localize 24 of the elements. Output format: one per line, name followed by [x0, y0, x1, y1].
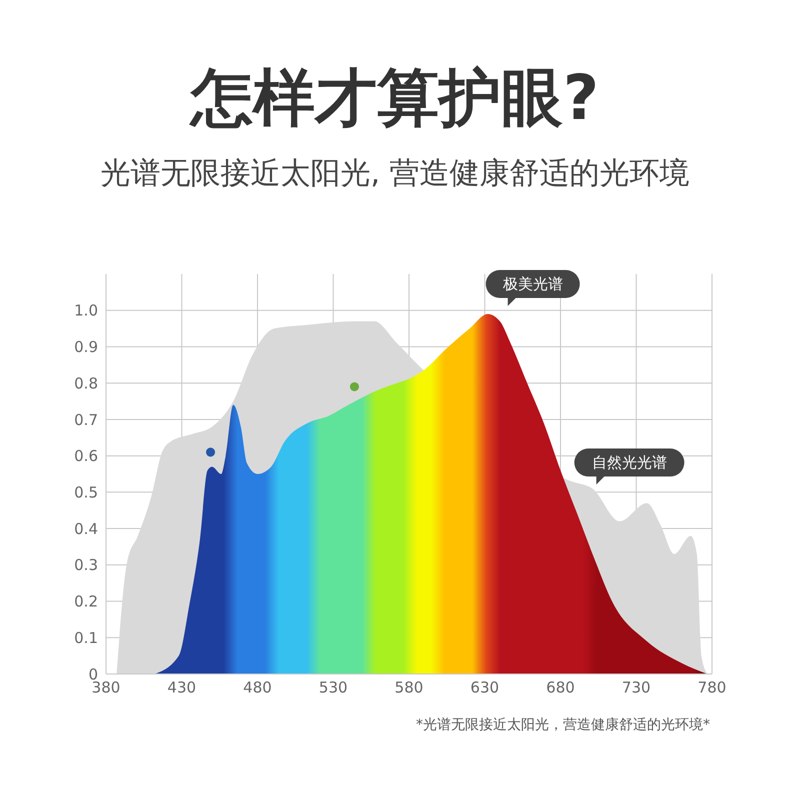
x-tick-label: 630	[470, 678, 500, 697]
series-label: 极美光谱	[502, 275, 563, 293]
x-tick-label: 380	[92, 678, 120, 697]
y-tick-label: 0.1	[74, 628, 98, 647]
chart-title: 怎样才算护眼?	[188, 60, 600, 136]
y-tick-label: 0.6	[74, 447, 98, 466]
x-tick-label: 580	[394, 678, 424, 697]
series-label: 自然光光谱	[592, 454, 667, 472]
y-tick-label: 0.5	[74, 484, 98, 502]
y-tick-label: 0.7	[74, 410, 98, 429]
y-tick-label: 0.2	[74, 592, 98, 611]
chart-subtitle: 光谱无限接近太阳光, 营造健康舒适的光环境	[99, 155, 691, 193]
y-tick-label: 0.3	[74, 556, 98, 574]
x-tick-label: 680	[546, 678, 575, 697]
x-tick-label: 480	[243, 678, 272, 697]
y-tick-label: 0.4	[74, 520, 98, 538]
x-tick-label: 430	[167, 678, 196, 697]
text: *光谱无限接近太阳光，营造健康舒适的光环境*	[415, 716, 711, 734]
y-tick-label: 0.9	[74, 338, 98, 356]
x-tick-label: 530	[318, 678, 348, 697]
x-tick-label: 780	[698, 678, 726, 697]
y-tick-label: 1.0	[74, 302, 98, 320]
y-tick-label: 0.8	[74, 374, 98, 392]
x-tick-label: 730	[622, 678, 651, 697]
